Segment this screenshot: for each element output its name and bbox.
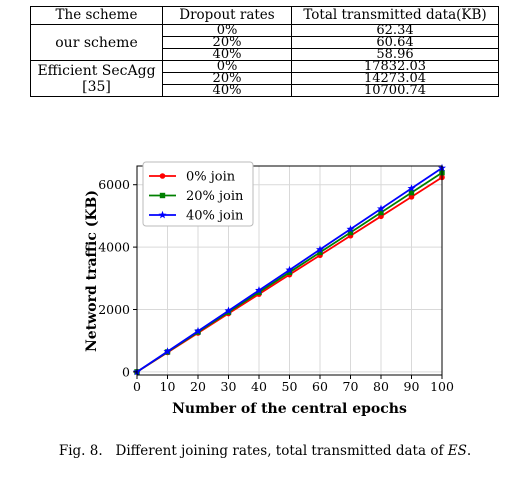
ticks: 0 10 20 30 40 50 60 70 80 90 100 0 2000 4000 6000 bbox=[98, 177, 454, 394]
y-tick-label: 6000 bbox=[98, 177, 130, 192]
table-row: our scheme 0% 62.34 bbox=[30, 24, 499, 61]
data-point bbox=[407, 184, 416, 192]
data-cell: 10700.74 bbox=[291, 84, 499, 97]
legend-label: 40% join bbox=[186, 209, 244, 224]
header-dropout: Dropout rates bbox=[162, 6, 292, 25]
header-scheme: The scheme bbox=[30, 6, 163, 25]
data-point bbox=[256, 289, 262, 295]
table-row: 40% 10700.74 bbox=[31, 84, 499, 97]
legend-label: 0% join bbox=[186, 170, 236, 185]
y-axis-label: Netword traffic (KB) bbox=[84, 190, 100, 352]
y-tick-label: 0 bbox=[122, 364, 130, 379]
data-point bbox=[408, 194, 415, 200]
x-tick-label: 20 bbox=[190, 379, 206, 394]
data-point bbox=[224, 306, 233, 315]
data-point bbox=[377, 204, 385, 213]
data-point bbox=[316, 245, 324, 253]
y-tick-label: 4000 bbox=[98, 240, 130, 255]
data-point bbox=[347, 229, 354, 236]
table-row: Efficient SecAgg [35] 0% 17832.03 bbox=[30, 60, 499, 97]
legend-label: 20% join bbox=[186, 189, 244, 204]
legend: 0% join 20% join 40% join bbox=[142, 161, 254, 227]
table-row: 20% 14273.04 bbox=[31, 72, 499, 85]
data-point bbox=[255, 286, 263, 294]
legend-marker bbox=[158, 210, 167, 219]
table-row: 40% 58.96 bbox=[31, 48, 499, 61]
legend-frame bbox=[142, 161, 254, 227]
y-tick-label: 2000 bbox=[98, 302, 130, 317]
x-tick-label: 70 bbox=[343, 379, 359, 394]
caption-end: . bbox=[466, 443, 472, 459]
caption-label: Fig. 8. bbox=[58, 443, 103, 459]
legend-marker bbox=[159, 173, 166, 179]
data-point bbox=[285, 265, 294, 274]
line-chart: 0 10 20 30 40 50 60 70 80 90 100 0 2000 4000 6000 Numb… bbox=[84, 161, 454, 417]
x-tick-label: 10 bbox=[160, 379, 176, 394]
x-tick-label: 80 bbox=[373, 379, 389, 394]
data-point bbox=[378, 209, 384, 216]
x-tick-label: 100 bbox=[430, 379, 454, 394]
data-point bbox=[317, 249, 323, 256]
x-tick-label: 0 bbox=[133, 379, 141, 394]
scheme-cell: Efficient SecAgg [35] bbox=[30, 60, 163, 97]
data-point bbox=[346, 224, 355, 233]
data-point bbox=[194, 326, 202, 335]
caption-text: Different joining rates, total transmitt… bbox=[115, 443, 444, 459]
legend-marker bbox=[159, 192, 166, 199]
caption-math: ES bbox=[447, 443, 467, 459]
x-tick-label: 90 bbox=[404, 379, 420, 394]
x-axis-label: Number of the central epochs bbox=[172, 401, 407, 417]
x-tick-label: 40 bbox=[251, 379, 267, 394]
figure-caption: Fig. 8. Different joining rates, total t… bbox=[0, 443, 530, 459]
scheme-cell: our scheme bbox=[30, 24, 163, 61]
data-point bbox=[408, 189, 415, 196]
header-data: Total transmitted data(KB) bbox=[291, 6, 499, 25]
x-tick-label: 30 bbox=[221, 379, 237, 394]
data-table: The scheme Dropout rates Total transmitt… bbox=[30, 6, 499, 97]
table-header-row: The scheme Dropout rates Total transmitt… bbox=[30, 6, 499, 25]
rate-cell: 40% bbox=[162, 48, 292, 61]
rate-cell: 40% bbox=[162, 84, 292, 97]
data-point bbox=[163, 347, 172, 355]
x-tick-label: 60 bbox=[312, 379, 328, 394]
data-point bbox=[286, 269, 293, 276]
x-tick-label: 50 bbox=[282, 379, 298, 394]
